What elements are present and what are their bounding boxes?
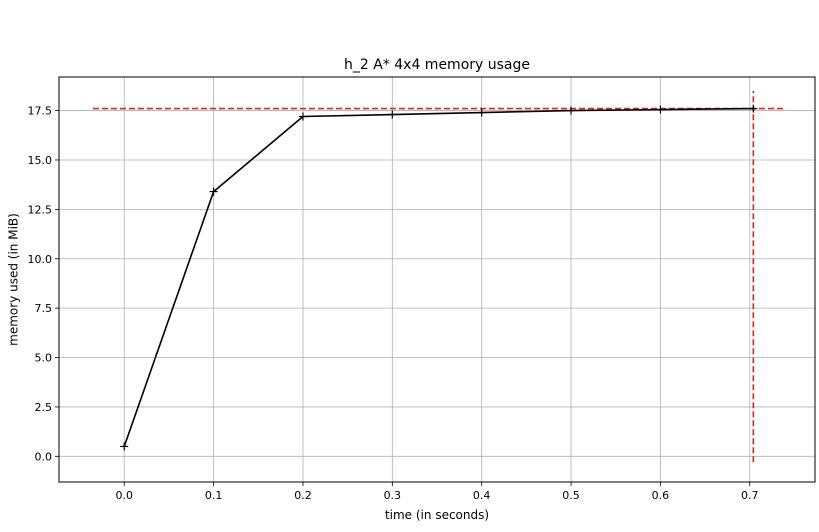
x-tick-label: 0.2: [294, 489, 312, 502]
x-tick-label: 0.0: [115, 489, 133, 502]
y-tick-label: 17.5: [28, 105, 53, 118]
data-point: [388, 110, 397, 119]
data-point: [477, 108, 486, 117]
x-tick-label: 0.6: [652, 489, 670, 502]
x-tick-label: 0.4: [473, 489, 491, 502]
series-layer: [120, 104, 758, 451]
x-tick-label: 0.5: [562, 489, 580, 502]
y-tick-label: 12.5: [28, 203, 53, 216]
data-point: [120, 442, 129, 451]
data-point: [656, 105, 665, 114]
x-tick-label: 0.7: [741, 489, 759, 502]
reference-lines: [92, 90, 786, 463]
data-point: [298, 112, 307, 121]
y-tick-label: 5.0: [35, 352, 53, 365]
y-axis: 0.0 2.5 5.0 7.5 10.0 12.5 15.0 17.5: [28, 105, 59, 463]
grid: [59, 77, 815, 482]
chart-title: h_2 A* 4x4 memory usage: [344, 57, 530, 73]
plot-frame: [58, 76, 816, 483]
series-line: [123, 107, 754, 447]
data-point: [567, 106, 576, 115]
x-tick-label: 0.3: [384, 489, 402, 502]
y-tick-label: 0.0: [35, 450, 53, 463]
y-tick-label: 7.5: [35, 302, 53, 315]
y-tick-label: 10.0: [28, 253, 53, 266]
data-point: [749, 104, 758, 113]
x-axis-label: time (in seconds): [385, 508, 489, 522]
y-axis-label: memory used (in MiB): [7, 213, 21, 346]
x-tick-label: 0.1: [205, 489, 223, 502]
x-axis: 0.0 0.1 0.2 0.3 0.4 0.5 0.6 0.7: [115, 482, 759, 502]
data-point: [209, 187, 218, 196]
y-tick-label: 15.0: [28, 154, 53, 167]
y-tick-label: 2.5: [35, 401, 53, 414]
